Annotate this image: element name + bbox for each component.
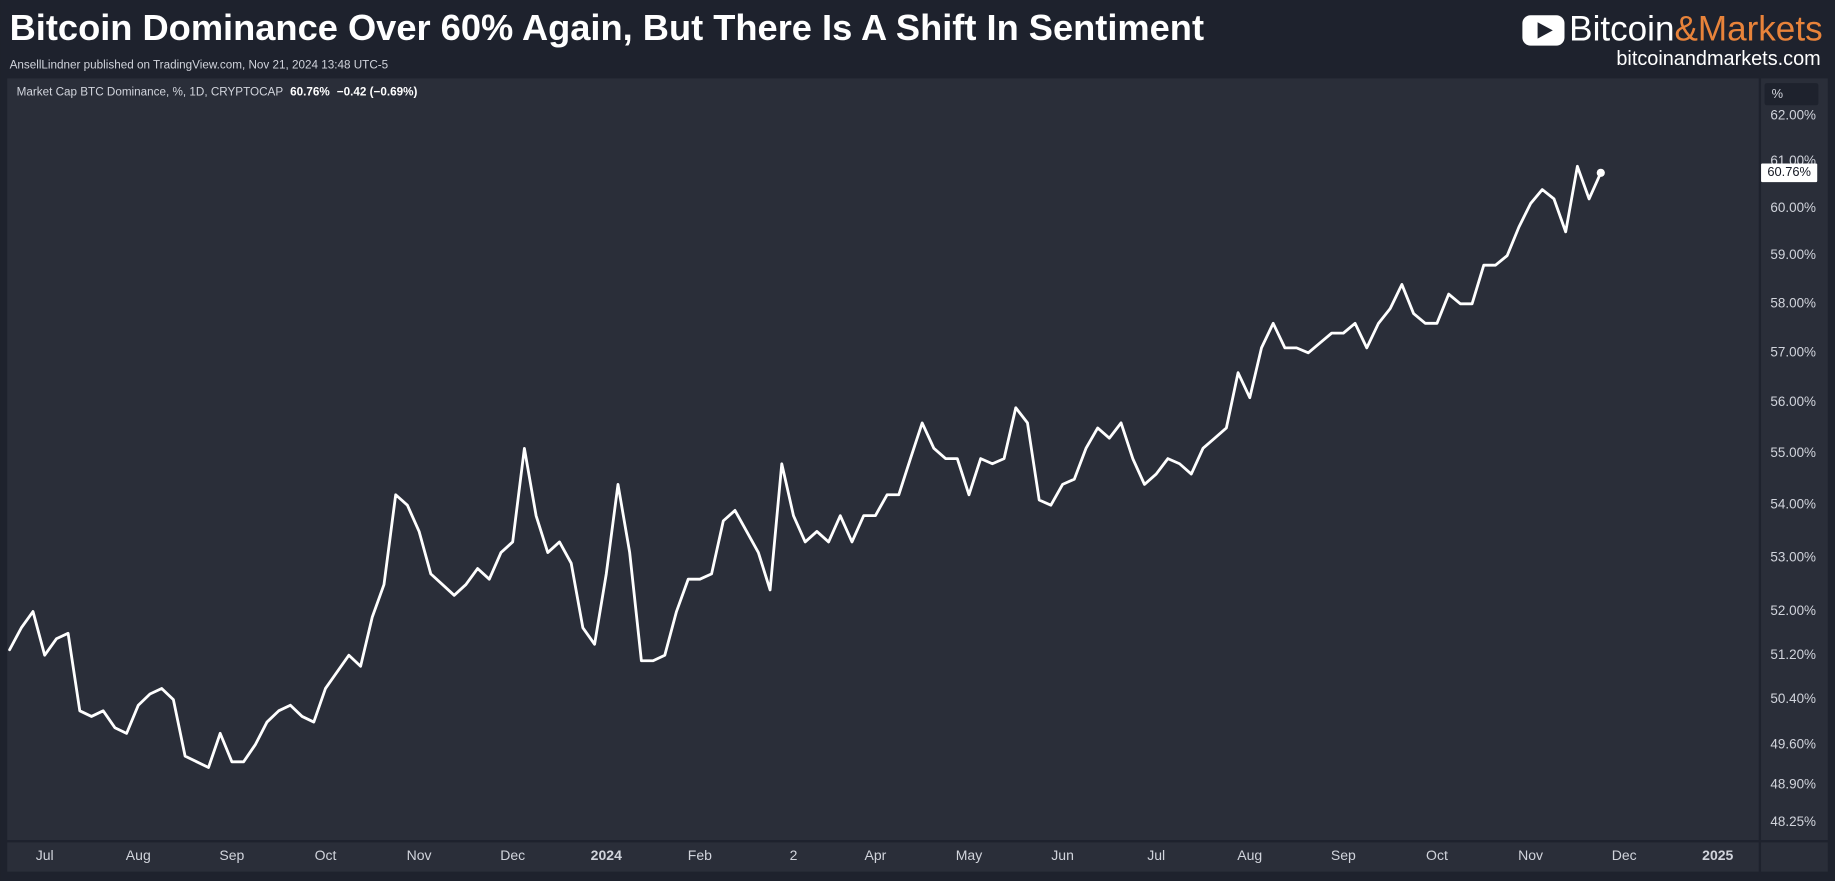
x-tick-label: Apr: [864, 847, 886, 863]
play-triangle: [1537, 22, 1553, 39]
y-tick-label: 56.00%: [1770, 394, 1816, 409]
x-tick-label: Aug: [126, 847, 151, 863]
unit-label: %: [1772, 86, 1783, 101]
x-tick-label: 2: [790, 847, 798, 863]
legend-value: 60.76%: [290, 86, 330, 99]
x-tick-label: Jun: [1051, 847, 1074, 863]
x-tick-label: Dec: [500, 847, 525, 863]
y-tick-label: 62.00%: [1770, 107, 1816, 122]
legend-change: −0.42 (−0.69%): [337, 86, 418, 99]
legend-label: Market Cap BTC Dominance, %, 1D, CRYPTOC…: [17, 86, 284, 99]
legend: Market Cap BTC Dominance, %, 1D, CRYPTOC…: [17, 86, 418, 99]
y-tick-label: 52.00%: [1770, 603, 1816, 618]
x-tick-label: Oct: [1426, 847, 1448, 863]
plot-area: [7, 78, 1759, 841]
x-tick-label: 2025: [1702, 847, 1733, 863]
brand-left: Bitcoin: [1569, 10, 1674, 49]
line: [8, 164, 1603, 769]
y-axis-panel: [1761, 78, 1828, 841]
y-tick-label: 59.00%: [1770, 247, 1816, 262]
y-tick-label: 50.40%: [1770, 691, 1816, 706]
x-tick-label: Aug: [1237, 847, 1262, 863]
y-tick-label: 55.00%: [1770, 445, 1816, 460]
x-tick-label: May: [956, 847, 982, 863]
y-tick-label: 53.00%: [1770, 549, 1816, 564]
brand-right: &Markets: [1674, 10, 1822, 49]
y-tick-label: 58.00%: [1770, 295, 1816, 310]
last-value-box: [1761, 163, 1818, 183]
x-tick-label: Dec: [1612, 847, 1637, 863]
y-tick-label: 57.00%: [1770, 344, 1816, 359]
unit-button[interactable]: [1764, 83, 1819, 106]
x-tick-label: Sep: [1331, 847, 1356, 863]
x-tick-label: Sep: [219, 847, 244, 863]
corner-panel: [1761, 842, 1828, 872]
y-tick-label: 51.20%: [1770, 647, 1816, 662]
x-tick-label: Feb: [688, 847, 712, 863]
y-tick-label: 54.00%: [1770, 497, 1816, 512]
y-tick-label: 49.60%: [1770, 736, 1816, 751]
y-tick-label: 60.00%: [1770, 200, 1816, 215]
brand: Bitcoin&Markets: [1569, 10, 1822, 49]
x-tick-label: Jul: [1147, 847, 1165, 863]
x-tick-label: Nov: [1518, 847, 1543, 863]
website: bitcoinandmarkets.com: [1616, 48, 1820, 70]
y-tick-label: 48.25%: [1770, 814, 1816, 829]
y-tick-label: 48.90%: [1770, 776, 1816, 791]
last-value-label: 60.76%: [1767, 164, 1811, 179]
last-point: [1596, 168, 1605, 177]
x-tick-label: 2024: [591, 847, 622, 863]
x-tick-label: Oct: [315, 847, 337, 863]
x-tick-label: Jul: [36, 847, 54, 863]
subtitle: AnsellLindner published on TradingView.c…: [10, 59, 389, 72]
x-tick-label: Nov: [407, 847, 432, 863]
chart-title: Bitcoin Dominance Over 60% Again, But Th…: [10, 7, 1204, 48]
x-axis-panel: [7, 842, 1759, 872]
